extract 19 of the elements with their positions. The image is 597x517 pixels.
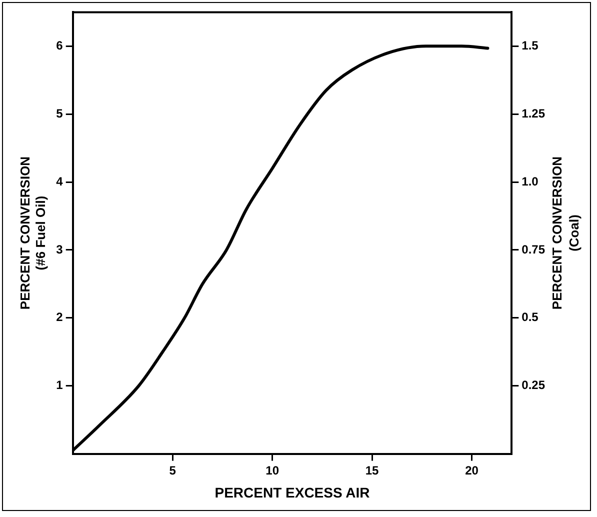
y2-tick-label: 1.25 [522, 106, 546, 120]
y-tick-label: 6 [56, 38, 64, 52]
y-tick-label: 5 [56, 106, 64, 120]
y-tick-label: 3 [56, 242, 64, 256]
y2-tick-label: 0.75 [522, 242, 546, 256]
x-tick-label: 10 [266, 463, 280, 478]
y-tick-label: 2 [56, 310, 64, 324]
y2-tick-label: 0.5 [522, 310, 539, 324]
y2-tick-label: 1.0 [522, 174, 539, 188]
x-tick-label: 5 [169, 463, 176, 478]
x-axis-title: PERCENT EXCESS AIR [214, 484, 370, 500]
y2-axis-title: PERCENT CONVERSION (Coal) [550, 156, 582, 310]
y-tick-label: 1 [56, 378, 64, 392]
y-axis-title: PERCENT CONVERSION (#6 Fuel Oil) [17, 156, 48, 310]
y2-tick-label: 0.25 [522, 378, 546, 392]
x-tick-label: 20 [465, 463, 479, 478]
x-tick-label: 15 [365, 463, 380, 478]
y-tick-label: 4 [56, 174, 64, 188]
y2-tick-label: 1.5 [522, 38, 539, 52]
